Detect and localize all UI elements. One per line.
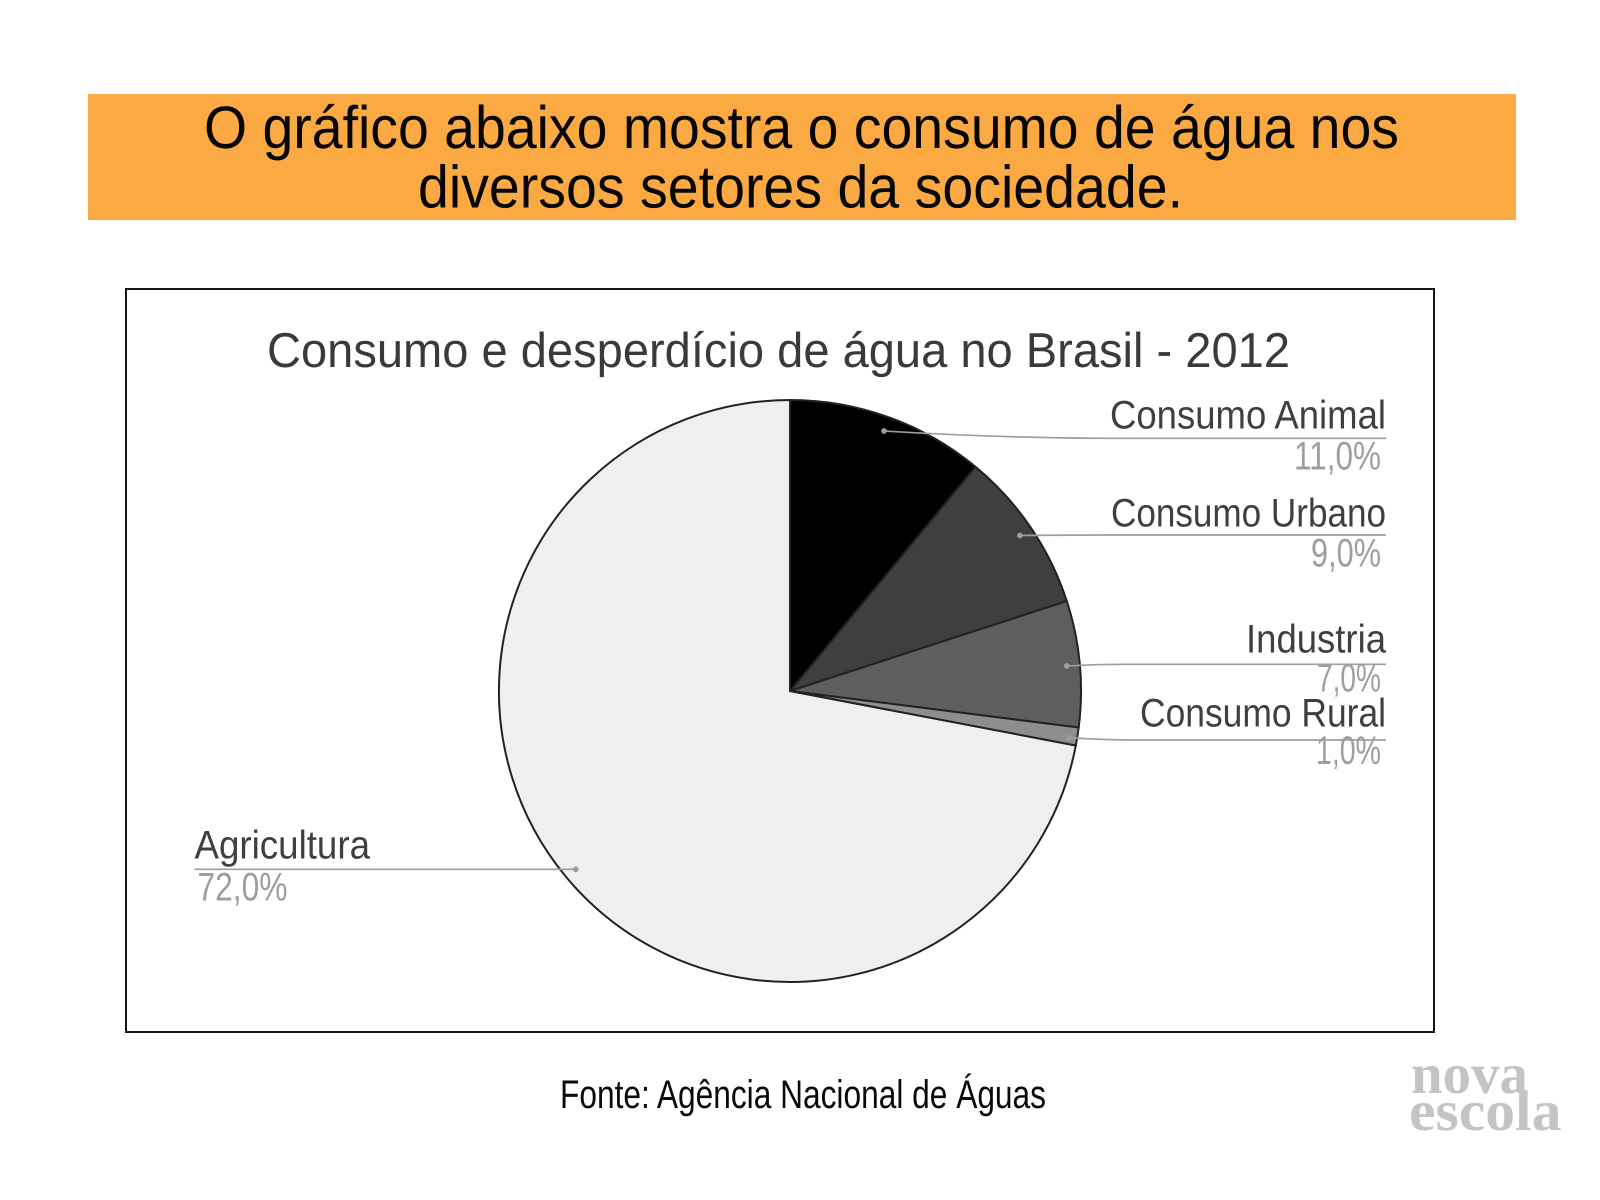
svg-text:diversos setores da sociedade.: diversos setores da sociedade.	[418, 153, 1183, 220]
svg-text:1,0%: 1,0%	[1316, 729, 1381, 773]
svg-text:Agricultura: Agricultura	[195, 824, 371, 868]
svg-text:7,0%: 7,0%	[1317, 657, 1381, 701]
svg-text:11,0%: 11,0%	[1294, 434, 1381, 478]
svg-text:Industria: Industria	[1246, 618, 1387, 662]
svg-text:Consumo Rural: Consumo Rural	[1140, 692, 1386, 736]
svg-text:nova: nova	[1411, 1043, 1528, 1106]
svg-text:9,0%: 9,0%	[1311, 531, 1381, 575]
svg-text:Fonte: Agência Nacional de Águ: Fonte: Agência Nacional de Águas	[560, 1073, 1046, 1117]
svg-text:escola: escola	[1409, 1080, 1562, 1143]
svg-text:O gráfico abaixo mostra o cons: O gráfico abaixo mostra o consumo de águ…	[204, 94, 1399, 161]
svg-text:Consumo Animal: Consumo Animal	[1110, 393, 1386, 437]
svg-text:Consumo e desperdício de água: Consumo e desperdício de água no Brasil …	[267, 324, 1290, 378]
svg-text:Consumo Urbano: Consumo Urbano	[1111, 492, 1386, 536]
svg-text:72,0%: 72,0%	[198, 866, 288, 910]
